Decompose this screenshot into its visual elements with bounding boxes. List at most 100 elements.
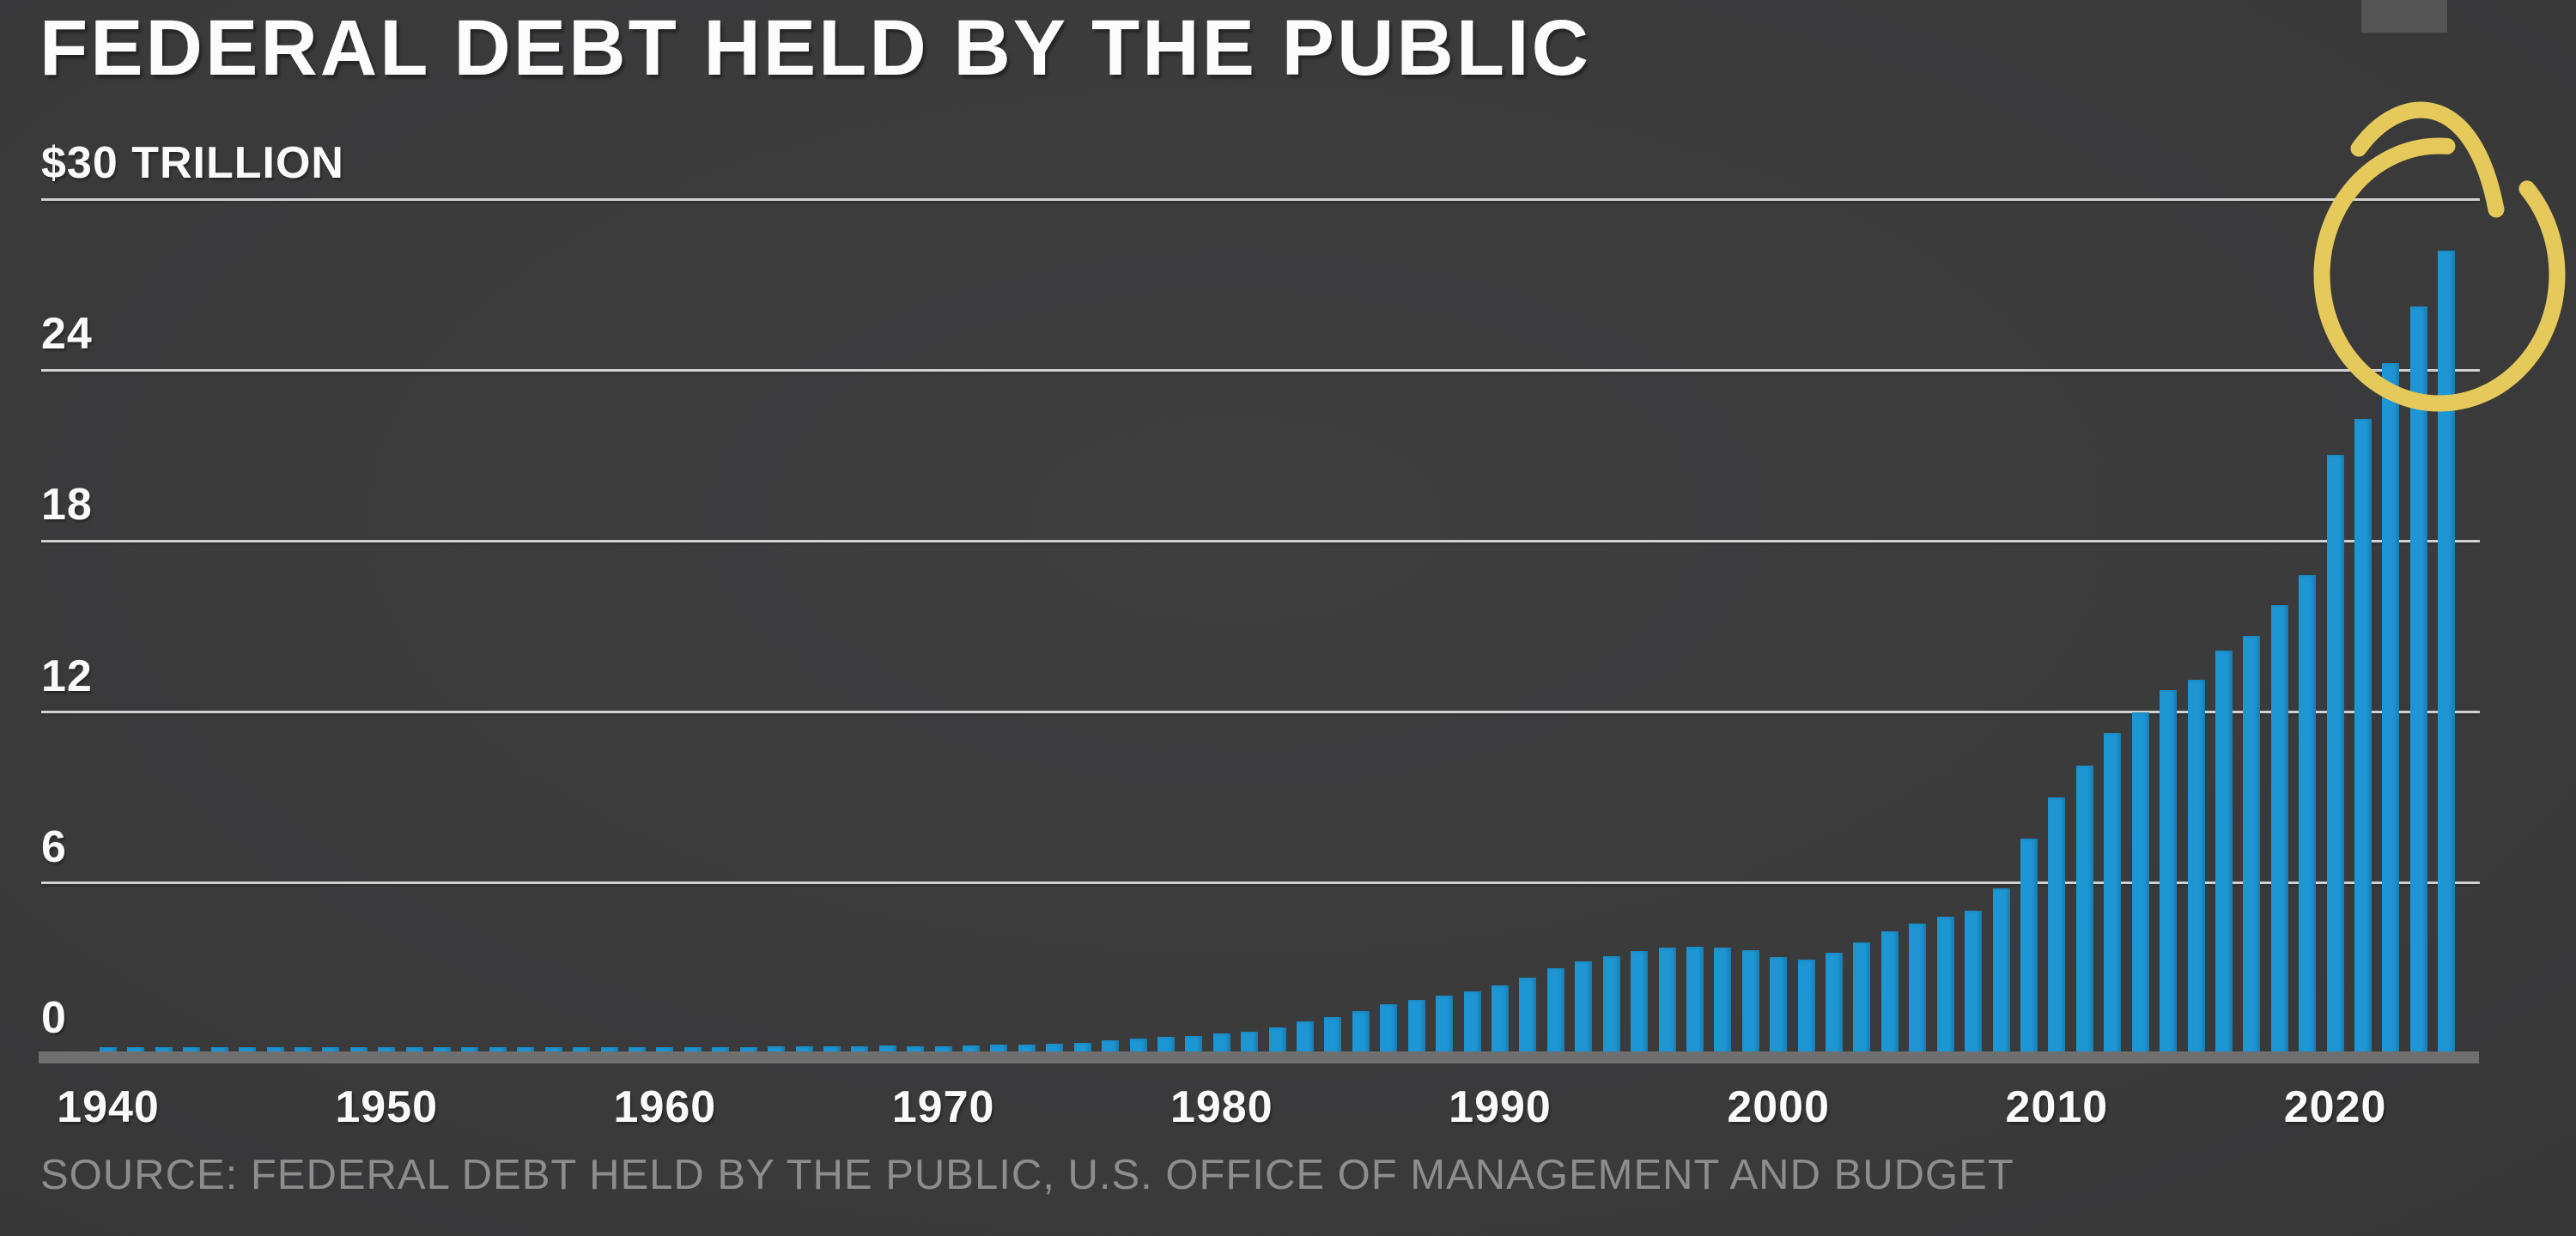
bar-year-1960 (656, 1047, 674, 1054)
bar-year-1978 (1157, 1036, 1175, 1054)
bar-year-1979 (1185, 1035, 1203, 1054)
bar-year-1973 (1018, 1044, 1036, 1054)
bar-year-1967 (851, 1046, 869, 1054)
y-axis-tick-label: 18 (41, 480, 93, 530)
video-ui-fragment (2361, 0, 2447, 33)
bar-year-1991 (1519, 977, 1537, 1054)
bar-year-1946 (266, 1047, 284, 1054)
bar-year-1968 (878, 1045, 896, 1054)
bar-year-1994 (1602, 956, 1620, 1054)
bar-year-1940 (100, 1047, 117, 1054)
bar-year-2011 (2075, 765, 2093, 1054)
source-caption: SOURCE: FEDERAL DEBT HELD BY THE PUBLIC,… (40, 1152, 2014, 1198)
bar-year-1972 (990, 1045, 1008, 1054)
bar-year-1985 (1352, 1010, 1370, 1054)
bar-year-1958 (600, 1047, 618, 1054)
bar-year-1965 (795, 1046, 813, 1054)
gridline (41, 539, 2480, 542)
marker-tail-stroke (2350, 101, 2505, 218)
bar-year-1971 (963, 1045, 981, 1054)
y-axis-tick-label: 0 (41, 992, 67, 1043)
bar-year-1998 (1714, 948, 1732, 1054)
bar-year-1949 (349, 1047, 368, 1054)
bar-year-1988 (1436, 995, 1454, 1054)
bar-year-1993 (1575, 961, 1593, 1054)
chart-title: FEDERAL DEBT HELD BY THE PUBLIC (39, 4, 1592, 92)
bar-year-2020 (2326, 455, 2344, 1054)
x-axis-tick-label: 2020 (2283, 1082, 2387, 1132)
bar-year-2024 (2438, 250, 2456, 1054)
y-axis-tick-label: 24 (41, 309, 93, 360)
bar-year-2002 (1826, 953, 1844, 1054)
bar-year-1952 (434, 1047, 452, 1054)
bar-year-2018 (2270, 605, 2288, 1054)
bar-year-1969 (907, 1045, 925, 1054)
bar-year-1999 (1741, 950, 1759, 1054)
gridline (41, 368, 2480, 372)
bar-year-1966 (823, 1046, 841, 1054)
y-axis-tick-label: $30 TRILLION (41, 137, 344, 188)
bar-year-1989 (1463, 991, 1481, 1054)
bar-year-1953 (461, 1047, 479, 1054)
y-axis-tick-label: 6 (41, 821, 67, 872)
bar-year-1954 (489, 1047, 507, 1054)
bar-year-1943 (183, 1047, 201, 1054)
bar-year-1996 (1658, 948, 1676, 1054)
bar-year-1977 (1129, 1038, 1147, 1054)
bar-year-1951 (405, 1047, 423, 1054)
bar-year-1982 (1268, 1027, 1286, 1054)
bar-year-2003 (1853, 942, 1871, 1054)
bar-year-1983 (1297, 1021, 1315, 1054)
bar-year-1956 (544, 1047, 562, 1054)
bar-year-1942 (155, 1047, 173, 1054)
bar-year-1992 (1546, 968, 1564, 1054)
bar-year-2007 (1965, 910, 1983, 1054)
bar-year-2017 (2243, 635, 2261, 1054)
bar-year-1990 (1492, 985, 1509, 1054)
bar-year-1945 (239, 1047, 257, 1054)
bar-year-1976 (1102, 1040, 1120, 1054)
bar-year-2005 (1909, 923, 1927, 1054)
bar-year-2019 (2299, 575, 2317, 1054)
x-axis-line (39, 1051, 2479, 1063)
bar-year-2015 (2187, 680, 2205, 1054)
bar-year-2012 (2104, 732, 2122, 1054)
bar-year-1984 (1324, 1016, 1342, 1054)
x-axis-tick-label: 1970 (891, 1082, 995, 1132)
bar-year-1997 (1686, 946, 1704, 1054)
bar-year-1941 (127, 1047, 145, 1054)
bar-year-2006 (1936, 916, 1954, 1054)
bar-year-1970 (934, 1045, 952, 1054)
y-axis-tick-label: 12 (41, 651, 93, 701)
gridline (41, 711, 2480, 714)
bar-year-1986 (1380, 1004, 1398, 1054)
bar-year-1963 (739, 1046, 757, 1054)
bar-year-1987 (1407, 1000, 1425, 1054)
bar-year-1961 (683, 1047, 702, 1054)
x-axis-tick-label: 1980 (1170, 1082, 1273, 1132)
x-axis-tick-label: 1960 (613, 1082, 717, 1132)
bar-year-1955 (517, 1047, 535, 1054)
bar-year-1950 (378, 1047, 396, 1054)
bar-year-2001 (1797, 959, 1815, 1054)
bar-year-2009 (2020, 839, 2038, 1054)
bar-year-2004 (1880, 931, 1899, 1054)
bar-year-1964 (768, 1046, 786, 1054)
bar-year-1948 (322, 1047, 340, 1054)
bar-year-2021 (2354, 419, 2372, 1054)
bar-year-1957 (573, 1047, 591, 1054)
bar-year-2023 (2409, 306, 2427, 1054)
bar-year-2014 (2160, 689, 2178, 1054)
gridline (41, 197, 2480, 201)
x-axis-tick-label: 1990 (1449, 1082, 1552, 1132)
x-axis-tick-label: 2010 (2005, 1082, 2109, 1132)
bar-year-1995 (1631, 951, 1649, 1054)
bar-year-2010 (2048, 797, 2066, 1054)
bar-year-2016 (2215, 650, 2233, 1054)
bar-year-1947 (294, 1047, 312, 1054)
bar-year-1974 (1046, 1044, 1064, 1054)
x-axis-tick-label: 1940 (57, 1082, 160, 1132)
bar-year-1981 (1241, 1032, 1259, 1054)
bar-year-1944 (210, 1047, 228, 1054)
